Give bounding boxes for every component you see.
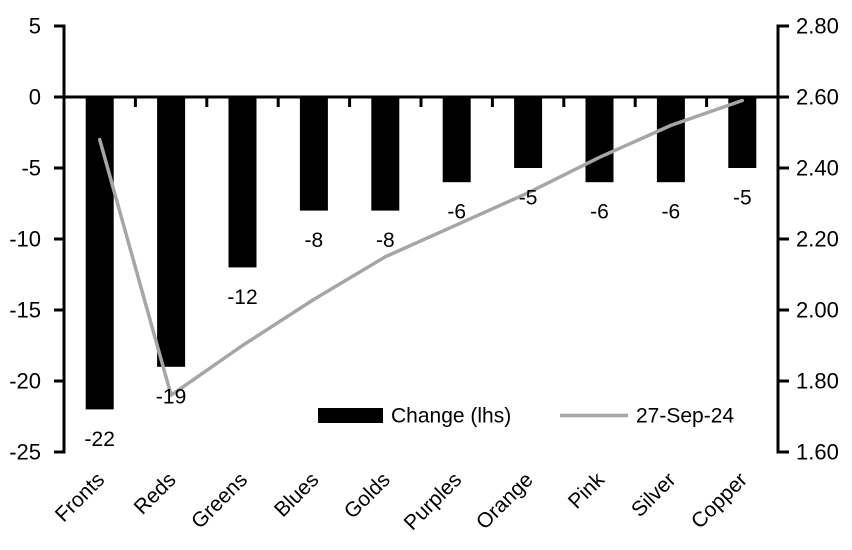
right-axis-tick-label: 2.60 [796, 85, 839, 110]
line-series-27-sep-24 [97, 98, 745, 397]
bar-data-label: -22 [85, 428, 115, 451]
right-axis-tick-label: 2.80 [796, 14, 839, 39]
right-axis-tick-label: 1.60 [796, 440, 839, 465]
right-axis-tick-label: 2.00 [796, 298, 839, 323]
left-axis-tick-label: -20 [9, 369, 41, 394]
legend-label-line: 27-Sep-24 [636, 405, 734, 428]
right-axis-tick-label: 2.20 [796, 227, 839, 252]
left-axis-tick-label: 5 [29, 14, 41, 39]
bar-silver [656, 97, 685, 183]
legend-label-bar: Change (lhs) [391, 405, 511, 428]
legend-swatch-bar [318, 408, 383, 423]
bar-blues [299, 97, 328, 211]
bar-purples [442, 97, 471, 183]
left-axis-tick-label: -5 [21, 156, 41, 181]
left-axis-tick-label: -25 [9, 440, 41, 465]
bar-data-label: -6 [662, 201, 681, 224]
bar-data-label: -12 [227, 286, 257, 309]
bar-fronts [85, 97, 114, 410]
bar-data-label: -6 [447, 201, 466, 224]
right-axis-tick-label: 2.40 [796, 156, 839, 181]
bar-data-label: -5 [519, 187, 538, 210]
bar-pink [585, 97, 614, 183]
bar-reds [157, 97, 186, 367]
bar-golds [371, 97, 400, 211]
bar-data-label: -6 [590, 201, 609, 224]
right-axis-tick-label: 1.80 [796, 369, 839, 394]
bar-data-label: -8 [305, 229, 324, 252]
bar-orange [514, 97, 543, 168]
left-axis-tick-label: -15 [9, 298, 41, 323]
bar-copper [728, 97, 757, 168]
left-axis-tick-label: 0 [29, 85, 41, 110]
bar-data-label: -19 [156, 385, 186, 408]
bar-data-label: -8 [376, 229, 395, 252]
left-axis-tick-label: -10 [9, 227, 41, 252]
bar-greens [228, 97, 257, 268]
bar-data-label: -5 [733, 187, 752, 210]
